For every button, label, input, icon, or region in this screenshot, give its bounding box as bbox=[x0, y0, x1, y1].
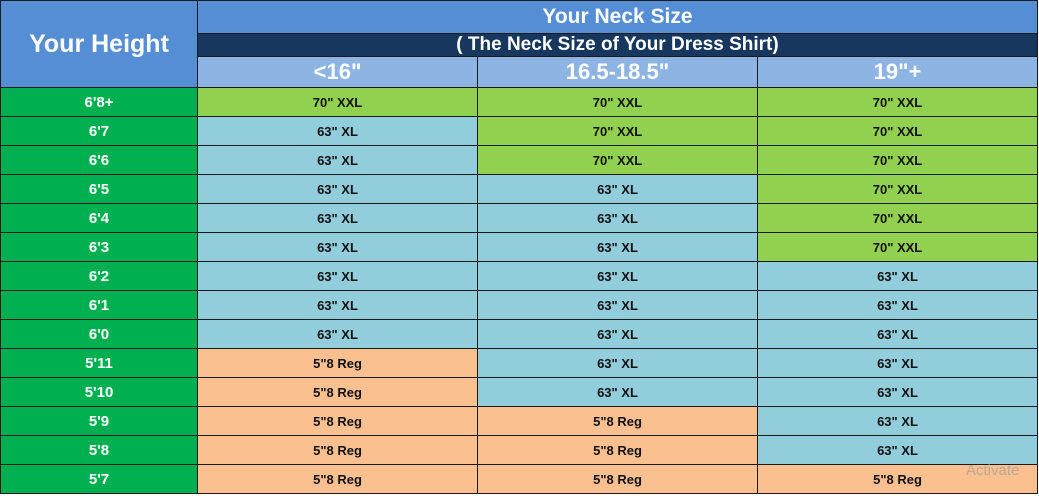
height-cell: 5'10 bbox=[0, 377, 198, 407]
table-subtitle: ( The Neck Size of Your Dress Shirt) bbox=[197, 33, 1038, 57]
height-cell: 6'6 bbox=[0, 145, 198, 175]
table-row: 5'7 5"8 Reg 5"8 Reg 5"8 Reg bbox=[0, 464, 1038, 494]
table-row: 6'2 63" XL 63" XL 63" XL bbox=[0, 261, 1038, 291]
height-cell: 6'5 bbox=[0, 174, 198, 204]
table-row: 6'8+ 70" XXL 70" XXL 70" XXL bbox=[0, 87, 1038, 117]
size-cell: 70" XXL bbox=[757, 87, 1038, 117]
table-row: 6'7 63" XL 70" XXL 70" XXL bbox=[0, 116, 1038, 146]
size-cell: 63" XL bbox=[477, 261, 758, 291]
height-cell: 5'7 bbox=[0, 464, 198, 494]
height-cell: 6'7 bbox=[0, 116, 198, 146]
table-row: 5'8 5"8 Reg 5"8 Reg 63" XL bbox=[0, 435, 1038, 465]
size-cell: 63" XL bbox=[197, 116, 478, 146]
table-row: 6'0 63" XL 63" XL 63" XL bbox=[0, 319, 1038, 349]
size-cell: 70" XXL bbox=[757, 116, 1038, 146]
table-row: 5'11 5"8 Reg 63" XL 63" XL bbox=[0, 348, 1038, 378]
size-cell: 70" XXL bbox=[757, 174, 1038, 204]
size-cell: 63" XL bbox=[477, 232, 758, 262]
size-cell: 63" XL bbox=[757, 290, 1038, 320]
height-cell: 6'8+ bbox=[0, 87, 198, 117]
size-cell: 63" XL bbox=[197, 319, 478, 349]
size-cell: 63" XL bbox=[477, 203, 758, 233]
size-cell: 5"8 Reg bbox=[197, 435, 478, 465]
height-cell: 6'0 bbox=[0, 319, 198, 349]
size-cell: 70" XXL bbox=[477, 116, 758, 146]
size-cell: 63" XL bbox=[197, 232, 478, 262]
size-cell: 63" XL bbox=[757, 261, 1038, 291]
size-cell: 63" XL bbox=[197, 290, 478, 320]
size-cell: 63" XL bbox=[477, 290, 758, 320]
table-row: 6'1 63" XL 63" XL 63" XL bbox=[0, 290, 1038, 320]
column-header: 16.5-18.5" bbox=[477, 56, 758, 88]
height-cell: 5'11 bbox=[0, 348, 198, 378]
activation-watermark: Activate bbox=[966, 462, 1020, 479]
size-cell: 63" XL bbox=[757, 377, 1038, 407]
size-cell: 63" XL bbox=[757, 435, 1038, 465]
table-row: 5'10 5"8 Reg 63" XL 63" XL bbox=[0, 377, 1038, 407]
column-header: 19"+ bbox=[757, 56, 1038, 88]
table-row: 6'6 63" XL 70" XXL 70" XXL bbox=[0, 145, 1038, 175]
size-cell: 63" XL bbox=[757, 406, 1038, 436]
size-cell: 63" XL bbox=[477, 319, 758, 349]
column-header: <16" bbox=[197, 56, 478, 88]
table-title: Your Neck Size bbox=[197, 0, 1038, 34]
size-cell: 63" XL bbox=[197, 261, 478, 291]
table-row: 6'5 63" XL 63" XL 70" XXL bbox=[0, 174, 1038, 204]
size-cell: 63" XL bbox=[197, 145, 478, 175]
height-cell: 5'9 bbox=[0, 406, 198, 436]
height-cell: 6'1 bbox=[0, 290, 198, 320]
table-row: 5'9 5"8 Reg 5"8 Reg 63" XL bbox=[0, 406, 1038, 436]
size-cell: 63" XL bbox=[197, 203, 478, 233]
size-cell: 70" XXL bbox=[757, 232, 1038, 262]
size-cell: 5"8 Reg bbox=[477, 464, 758, 494]
size-cell: 63" XL bbox=[477, 174, 758, 204]
size-cell: 63" XL bbox=[757, 319, 1038, 349]
size-cell: 70" XXL bbox=[477, 145, 758, 175]
table-row: 6'3 63" XL 63" XL 70" XXL bbox=[0, 232, 1038, 262]
size-cell: 70" XXL bbox=[757, 145, 1038, 175]
size-cell: 5"8 Reg bbox=[477, 406, 758, 436]
size-cell: 70" XXL bbox=[477, 87, 758, 117]
size-cell: 63" XL bbox=[477, 348, 758, 378]
height-cell: 6'2 bbox=[0, 261, 198, 291]
height-header: Your Height bbox=[0, 0, 198, 88]
size-cell: 63" XL bbox=[757, 348, 1038, 378]
height-cell: 6'4 bbox=[0, 203, 198, 233]
size-cell: 5"8 Reg bbox=[197, 464, 478, 494]
size-cell: 5"8 Reg bbox=[477, 435, 758, 465]
size-cell: 5"8 Reg bbox=[197, 348, 478, 378]
height-cell: 5'8 bbox=[0, 435, 198, 465]
table-row: 6'4 63" XL 63" XL 70" XXL bbox=[0, 203, 1038, 233]
size-cell: 5"8 Reg bbox=[197, 377, 478, 407]
size-cell: 5"8 Reg bbox=[757, 464, 1038, 494]
size-cell: 70" XXL bbox=[757, 203, 1038, 233]
size-cell: 5"8 Reg bbox=[197, 406, 478, 436]
size-cell: 70" XXL bbox=[197, 87, 478, 117]
size-cell: 63" XL bbox=[477, 377, 758, 407]
size-cell: 63" XL bbox=[197, 174, 478, 204]
height-cell: 6'3 bbox=[0, 232, 198, 262]
